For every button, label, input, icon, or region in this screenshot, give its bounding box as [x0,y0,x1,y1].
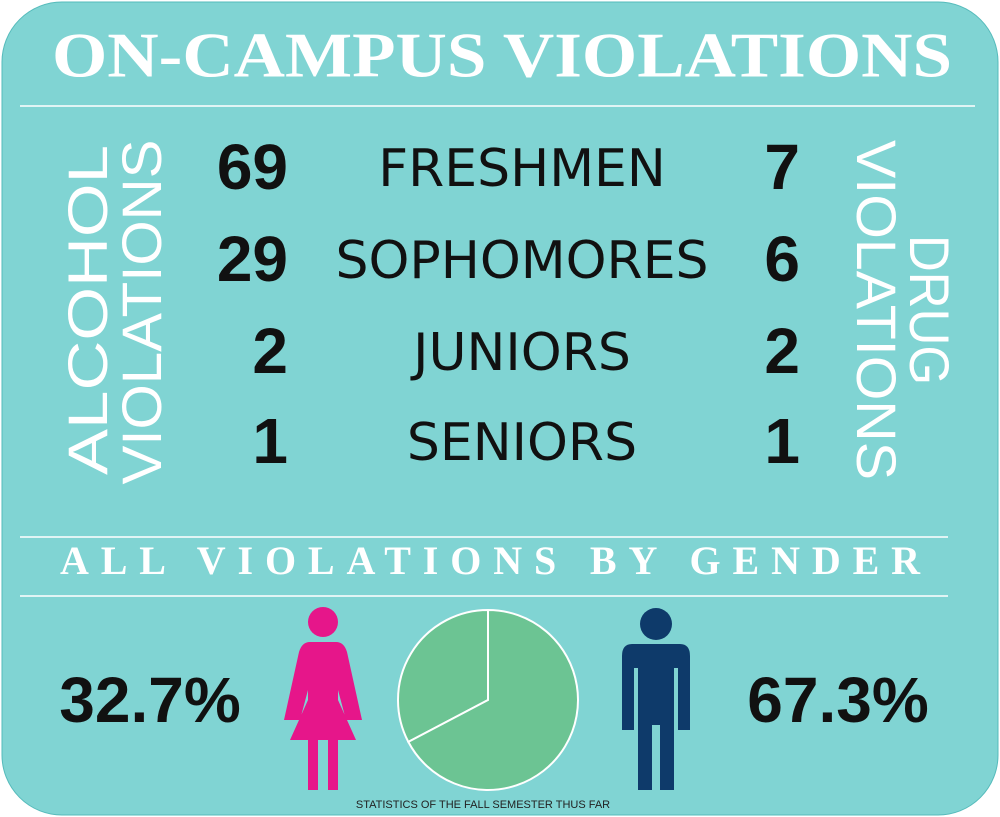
class-name: FRESHMEN [378,139,666,199]
alcohol-count: 29 [217,223,288,295]
right-label: VIOLATIONS [845,140,908,480]
drug-count: 1 [764,405,800,477]
drug-count: 2 [764,315,800,387]
male-icon [622,608,690,790]
female-share: 32.7% [59,664,240,736]
alcohol-count: 69 [217,131,288,203]
drug-count: 7 [764,131,800,203]
male-share: 67.3% [747,664,928,736]
right-label: DRUG [898,235,961,385]
alcohol-count: 2 [252,315,288,387]
class-name: JUNIORS [410,323,631,383]
pie-slice [397,608,489,744]
female-icon [284,607,362,790]
title: ON-CAMPUS VIOLATIONS [52,20,952,91]
class-name: SOPHOMORES [335,231,708,291]
alcohol-count: 1 [252,405,288,477]
class-name: SENIORS [407,413,637,473]
left-label: VIOLATIONS [110,140,173,485]
drug-count: 6 [764,223,800,295]
left-label: ALCOHOL [56,145,119,475]
pie-slice [406,608,579,791]
footnote: STATISTICS OF THE FALL SEMESTER THUS FAR [356,799,610,811]
